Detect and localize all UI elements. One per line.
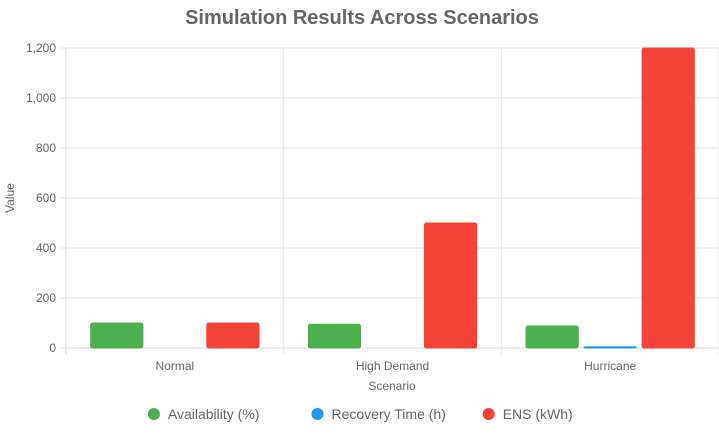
bar-ens-kwh[interactable]	[206, 322, 260, 349]
y-tick-label: 200	[36, 291, 56, 305]
x-tick-label: High Demand	[356, 359, 429, 373]
bar-availability[interactable]	[307, 323, 362, 349]
y-axis: 0 200 400 600 800 1,000 1,200	[26, 41, 56, 355]
x-tick-label: Hurricane	[584, 359, 636, 373]
bar-ens-kwh[interactable]	[423, 222, 478, 349]
x-tick-label: Normal	[155, 359, 194, 373]
legend-label[interactable]: Availability (%)	[168, 406, 260, 422]
legend-marker[interactable]	[147, 408, 160, 420]
x-axis-title: Scenario	[368, 379, 416, 393]
legend-label[interactable]: Recovery Time (h)	[332, 406, 446, 422]
y-tick-label: 1,000	[26, 91, 56, 105]
legend-marker[interactable]	[482, 408, 495, 420]
bar-recovery-time-h[interactable]	[583, 346, 637, 349]
legend-marker[interactable]	[311, 408, 324, 420]
y-tick-label: 1,200	[26, 41, 56, 55]
bars	[90, 47, 695, 349]
bar-availability[interactable]	[90, 322, 144, 349]
bar-ens-kwh[interactable]	[641, 47, 695, 349]
legend-label[interactable]: ENS (kWh)	[503, 406, 573, 422]
y-axis-title: Value	[3, 183, 17, 213]
bar-availability[interactable]	[525, 325, 579, 349]
y-tick-label: 0	[49, 341, 56, 355]
chart-title: Simulation Results Across Scenarios	[185, 7, 539, 29]
y-tick-label: 600	[36, 191, 56, 205]
x-axis: Normal High Demand Hurricane	[155, 359, 636, 373]
legend: Availability (%) Recovery Time (h) ENS (kW…	[147, 406, 573, 422]
y-tick-label: 400	[36, 241, 56, 255]
grid	[60, 47, 719, 354]
y-tick-label: 800	[36, 141, 56, 155]
